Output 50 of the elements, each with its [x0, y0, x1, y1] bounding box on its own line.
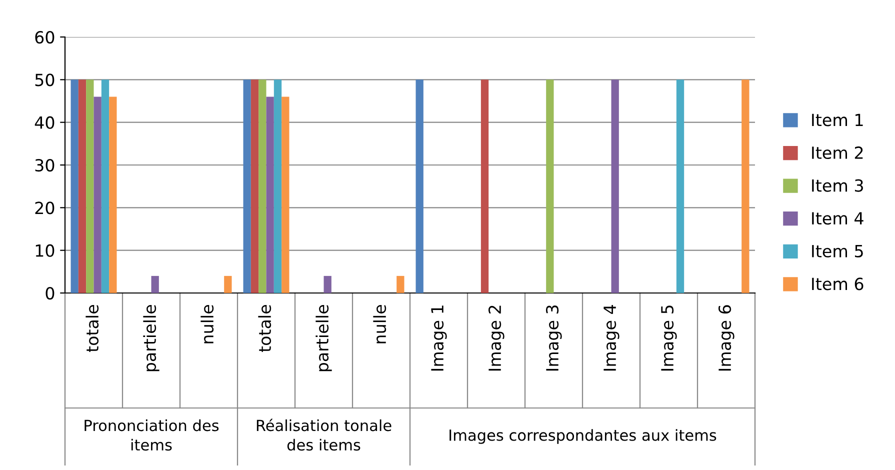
- bar: [282, 96, 290, 293]
- x-tick-label: Image 3: [546, 305, 562, 371]
- legend-label: Item 3: [812, 179, 863, 192]
- bar: [70, 80, 78, 293]
- bar: [396, 276, 404, 293]
- bar: [324, 276, 332, 293]
- legend-label: Item 5: [812, 245, 863, 258]
- bar: [611, 80, 619, 293]
- bar: [86, 80, 94, 293]
- text: Prononciation des items: [84, 419, 219, 451]
- x-tick-label: totale: [86, 305, 99, 352]
- x-tick-label: partielle: [316, 305, 332, 372]
- legend-label: Item 2: [812, 146, 863, 160]
- bar: [109, 96, 117, 293]
- y-tick-label: 30: [35, 158, 54, 172]
- y-tick-label: 50: [35, 74, 54, 86]
- bar: [224, 276, 232, 293]
- y-tick-label: 60: [35, 30, 54, 44]
- bar: [243, 80, 251, 293]
- bar: [94, 96, 102, 293]
- bar: [742, 80, 750, 293]
- bar: [676, 80, 684, 293]
- x-tick-label: partielle: [143, 305, 160, 372]
- x-tick-label: nulle: [200, 304, 214, 344]
- bar: [78, 80, 86, 293]
- x-tick-label: Image 4: [604, 305, 620, 371]
- bar: [416, 80, 424, 293]
- bar: [151, 276, 159, 293]
- y-tick-label: 40: [34, 116, 54, 129]
- text: Images correspondantes aux items: [450, 429, 716, 444]
- bar: [258, 80, 266, 293]
- text: Réalisation tonale des items: [256, 418, 392, 451]
- bar: [101, 80, 110, 293]
- bar: [250, 80, 259, 293]
- x-tick-label: totale: [258, 305, 272, 352]
- bar: [480, 80, 489, 293]
- legend-label: Item 6: [812, 278, 864, 290]
- y-tick-label: 0: [46, 286, 54, 300]
- x-tick-label: Image 2: [488, 306, 504, 371]
- legend-label: Item 1: [812, 114, 863, 126]
- bar: [274, 80, 282, 293]
- y-tick-label: 10: [36, 244, 54, 257]
- x-tick-label: nulle: [373, 304, 386, 344]
- legend-label: Item 4: [812, 212, 864, 225]
- x-tick-label: Image 6: [718, 305, 734, 371]
- bar: [266, 96, 274, 293]
- bar: [546, 80, 554, 293]
- y-tick-label: 20: [35, 202, 54, 214]
- x-tick-label: Image 1: [431, 306, 447, 371]
- x-tick-label: Image 5: [661, 306, 677, 371]
